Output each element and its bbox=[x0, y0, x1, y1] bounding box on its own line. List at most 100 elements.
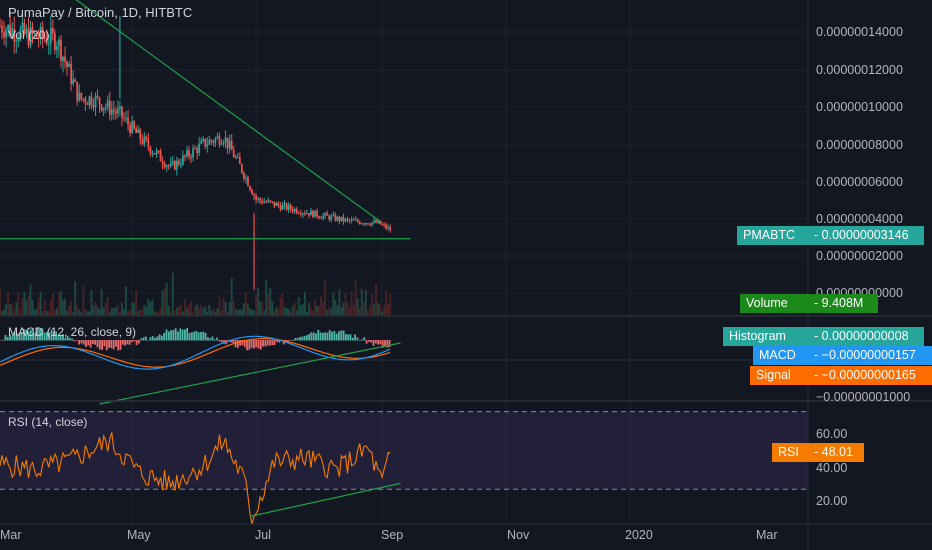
volume-bar bbox=[137, 310, 140, 315]
candle-body bbox=[53, 33, 56, 51]
histogram-bar bbox=[154, 337, 156, 341]
macd-study-label[interactable]: MACD (12, 26, close, 9) bbox=[8, 325, 137, 339]
candle-body bbox=[47, 43, 50, 45]
candle-body bbox=[328, 215, 331, 220]
volume-bar bbox=[149, 301, 152, 315]
histogram-bar bbox=[220, 340, 223, 343]
volume-bar bbox=[251, 309, 253, 315]
volume-bar bbox=[184, 299, 186, 315]
histogram-bar bbox=[105, 340, 108, 351]
histogram-bar bbox=[142, 337, 145, 341]
volume-bar bbox=[259, 301, 262, 315]
candle-body bbox=[78, 92, 81, 101]
histogram-bar bbox=[39, 328, 41, 341]
candle-body bbox=[88, 96, 91, 105]
candle-body bbox=[129, 124, 131, 133]
volume-bar bbox=[212, 308, 215, 315]
histogram-bar bbox=[345, 334, 347, 341]
histogram-bar bbox=[213, 339, 216, 341]
volume-study-label[interactable]: Vol (20) bbox=[8, 28, 50, 42]
volume-bar bbox=[33, 309, 36, 315]
histogram-bar bbox=[354, 334, 356, 341]
histogram-bar bbox=[303, 336, 306, 341]
candle-body bbox=[9, 24, 12, 36]
histogram-bar bbox=[262, 340, 264, 347]
candle-body bbox=[159, 150, 162, 162]
volume-bar bbox=[98, 309, 101, 315]
candle-body bbox=[364, 223, 367, 225]
candle-body bbox=[332, 214, 335, 216]
candle-body bbox=[281, 205, 284, 210]
candle-body bbox=[308, 213, 310, 216]
time-axis-label: Sep bbox=[381, 528, 404, 542]
histogram-bar bbox=[264, 340, 267, 347]
histogram-bar bbox=[236, 340, 239, 348]
volume-bar bbox=[369, 305, 371, 315]
histogram-bar bbox=[108, 340, 110, 348]
volume-bar bbox=[21, 297, 24, 315]
histogram-bar bbox=[349, 334, 352, 341]
volume-bar bbox=[68, 305, 71, 315]
rsi-axis-label: 20.00 bbox=[816, 494, 848, 508]
volume-bar bbox=[155, 311, 158, 315]
volume-bar bbox=[381, 311, 383, 315]
candle-body bbox=[127, 117, 129, 125]
histogram-bar bbox=[305, 335, 308, 341]
volume-bar bbox=[299, 304, 302, 315]
volume-bar bbox=[308, 302, 310, 315]
histogram-bar bbox=[69, 337, 71, 341]
volume-bar bbox=[342, 302, 345, 315]
volume-bar bbox=[151, 299, 154, 315]
histogram-bar bbox=[36, 327, 39, 341]
volume-bar bbox=[255, 295, 257, 315]
volume-bar bbox=[230, 278, 233, 315]
volume-bar bbox=[379, 304, 381, 315]
volume-bar bbox=[177, 305, 180, 315]
histogram-bar bbox=[386, 340, 389, 348]
volume-bar bbox=[173, 310, 176, 315]
histogram-bar bbox=[190, 332, 193, 341]
candle-body bbox=[31, 27, 34, 34]
volume-bar bbox=[119, 311, 121, 315]
volume-bar bbox=[196, 304, 199, 315]
candle-body bbox=[70, 63, 73, 84]
histogram-bar bbox=[266, 340, 269, 346]
histogram-bar bbox=[322, 332, 324, 341]
candle-body bbox=[37, 37, 40, 40]
volume-bar bbox=[287, 308, 290, 315]
histogram-bar bbox=[64, 338, 67, 341]
histogram-bar bbox=[89, 340, 92, 348]
histogram-bar bbox=[144, 336, 147, 341]
histogram-bar bbox=[358, 339, 361, 341]
candle-body bbox=[362, 223, 365, 225]
volume-bar bbox=[15, 302, 18, 315]
candle-body bbox=[186, 150, 188, 157]
rsi-study-label[interactable]: RSI (14, close) bbox=[8, 415, 88, 429]
volume-bar bbox=[58, 292, 60, 315]
volume-bar bbox=[360, 289, 363, 315]
volume-bar bbox=[80, 311, 83, 315]
volume-bar bbox=[7, 292, 10, 315]
histogram-bar bbox=[112, 340, 115, 350]
candle-body bbox=[108, 100, 111, 115]
volume-bar bbox=[210, 310, 213, 315]
volume-bar bbox=[123, 309, 125, 315]
candle-body bbox=[316, 210, 318, 217]
volume-bar bbox=[35, 308, 38, 315]
candle-body bbox=[383, 224, 386, 226]
histogram-bar bbox=[200, 332, 202, 341]
histogram-bar bbox=[121, 340, 124, 345]
volume-bar bbox=[224, 301, 227, 315]
candle-body bbox=[167, 165, 170, 167]
candle-body bbox=[295, 208, 298, 213]
candle-body bbox=[157, 150, 160, 152]
symbol-title[interactable]: PumaPay / Bitcoin, 1D, HITBTC bbox=[8, 5, 193, 20]
histogram-bar bbox=[340, 330, 343, 341]
volume-bar bbox=[222, 297, 225, 315]
candle-body bbox=[21, 22, 24, 30]
volume-bar bbox=[66, 310, 68, 315]
volume-bar bbox=[220, 310, 223, 315]
volume-bar bbox=[114, 307, 117, 315]
volume-bar bbox=[188, 304, 190, 315]
histogram-tag-name: Histogram bbox=[723, 327, 808, 346]
